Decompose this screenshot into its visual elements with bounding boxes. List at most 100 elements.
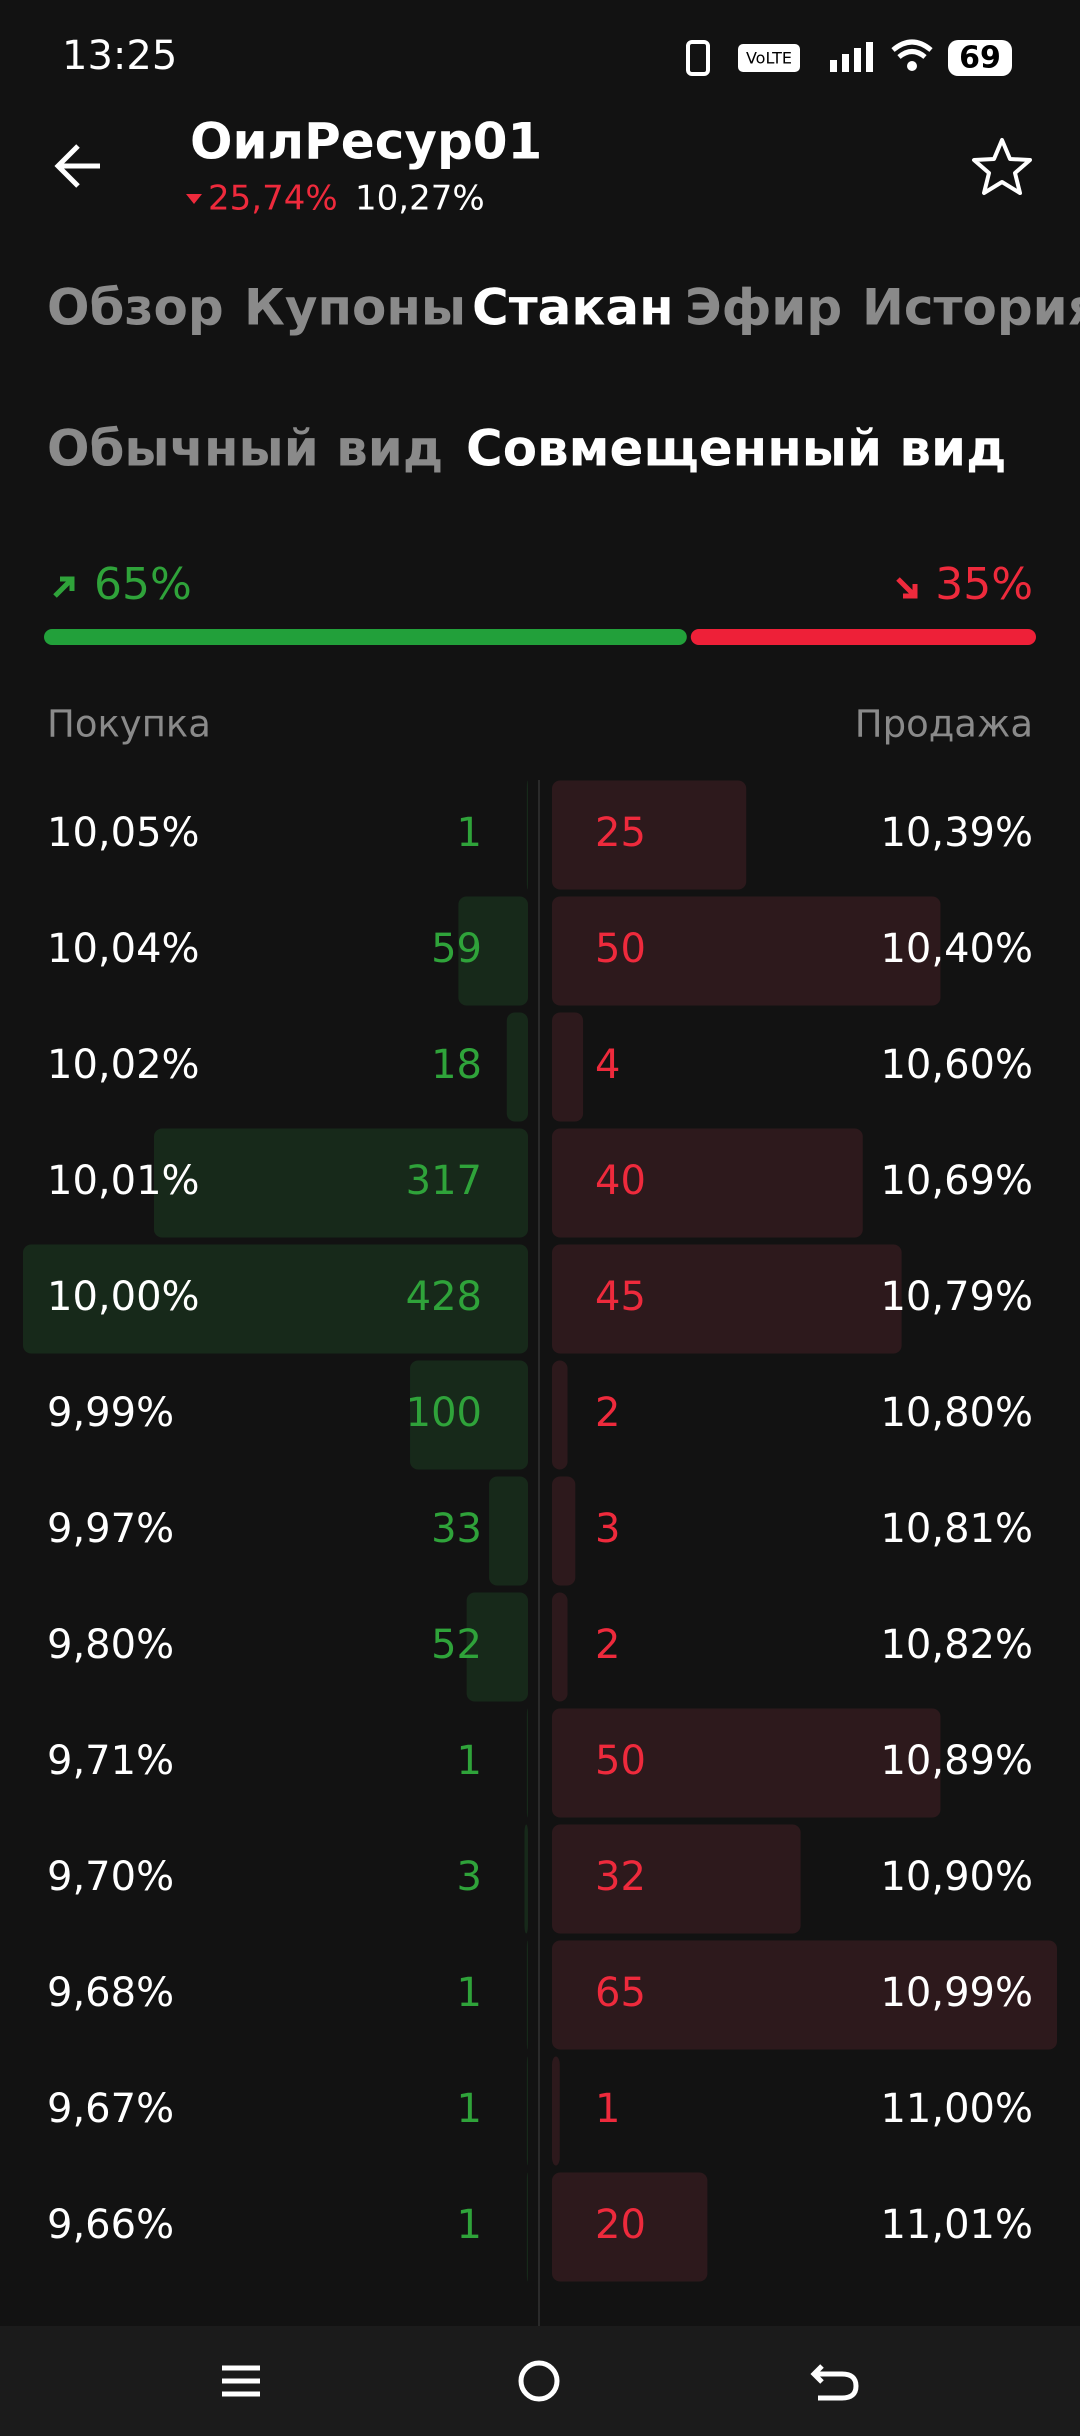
buy-volume-bar bbox=[466, 1592, 528, 1702]
nav-bar bbox=[0, 2326, 1080, 2436]
sell-price[interactable]: 10,89% bbox=[880, 1738, 1033, 1784]
sell-volume-bar bbox=[552, 2056, 560, 2166]
sell-price[interactable]: 10,69% bbox=[880, 1158, 1033, 1204]
favorite-button[interactable] bbox=[972, 138, 1032, 195]
nav-menu[interactable] bbox=[222, 2365, 260, 2397]
buy-volume-bar bbox=[506, 1012, 528, 1122]
sell-price[interactable]: 11,01% bbox=[880, 2202, 1033, 2248]
nav-home[interactable] bbox=[518, 2360, 560, 2402]
buy-qty: 1 bbox=[457, 1738, 482, 1784]
yield: 10,27% bbox=[355, 179, 485, 219]
sell-price[interactable]: 10,60% bbox=[880, 1042, 1033, 1088]
sell-volume-bar bbox=[552, 1012, 584, 1122]
instrument-title: ОилРесур01 bbox=[190, 113, 542, 171]
sell-price[interactable]: 11,00% bbox=[880, 2086, 1033, 2132]
sell-volume-bar bbox=[552, 780, 747, 890]
buy-qty: 33 bbox=[431, 1506, 482, 1552]
buy-qty: 100 bbox=[406, 1390, 482, 1436]
sell-qty: 45 bbox=[595, 1274, 646, 1320]
buy-price[interactable]: 9,71% bbox=[47, 1738, 174, 1784]
buy-price[interactable]: 9,97% bbox=[47, 1506, 174, 1552]
sell-volume-bar bbox=[552, 896, 941, 1006]
buy-price[interactable]: 9,80% bbox=[47, 1622, 174, 1668]
buy-price[interactable]: 10,05% bbox=[47, 810, 200, 856]
sell-price[interactable]: 10,82% bbox=[880, 1622, 1033, 1668]
sell-label: Продажа bbox=[855, 703, 1033, 746]
sell-price[interactable]: 10,40% bbox=[880, 926, 1033, 972]
sell-qty: 4 bbox=[595, 1042, 620, 1088]
sell-price[interactable]: 10,39% bbox=[880, 810, 1033, 856]
buy-price[interactable]: 9,99% bbox=[47, 1390, 174, 1436]
sell-qty: 40 bbox=[595, 1158, 646, 1204]
buy-qty: 3 bbox=[457, 1854, 482, 1900]
buy-volume-bar bbox=[526, 1940, 528, 2050]
buy-qty: 317 bbox=[406, 1158, 482, 1204]
status-icons: VoLTE bbox=[686, 39, 1012, 76]
tab[interactable]: История bbox=[862, 279, 1080, 337]
back-button[interactable] bbox=[54, 144, 100, 188]
buy-volume-bar bbox=[458, 896, 528, 1006]
buy-price[interactable]: 9,70% bbox=[47, 1854, 174, 1900]
down-arrow bbox=[896, 577, 918, 599]
buy-qty: 428 bbox=[406, 1274, 482, 1320]
buy-price[interactable]: 10,02% bbox=[47, 1042, 200, 1088]
battery-level: 69 bbox=[959, 41, 1001, 76]
buy-qty: 1 bbox=[457, 810, 482, 856]
buy-price[interactable]: 9,66% bbox=[47, 2202, 174, 2248]
sell-price[interactable]: 10,80% bbox=[880, 1390, 1033, 1436]
sell-volume-bar bbox=[552, 1824, 801, 1934]
view-tab[interactable]: Обычный вид bbox=[47, 420, 443, 478]
buy-share: 65% bbox=[94, 559, 192, 610]
buy-volume-bar bbox=[526, 1708, 528, 1818]
sell-qty: 50 bbox=[595, 926, 646, 972]
sell-price[interactable]: 10,99% bbox=[880, 1970, 1033, 2016]
sell-qty: 3 bbox=[595, 1506, 620, 1552]
sell-price[interactable]: 10,90% bbox=[880, 1854, 1033, 1900]
sell-volume-bar bbox=[552, 1476, 576, 1586]
sell-qty: 25 bbox=[595, 810, 646, 856]
buy-share-bar bbox=[44, 629, 687, 645]
sell-price[interactable]: 10,81% bbox=[880, 1506, 1033, 1552]
buy-price[interactable]: 10,04% bbox=[47, 926, 200, 972]
sell-price[interactable]: 10,79% bbox=[880, 1274, 1033, 1320]
buy-volume-bar bbox=[410, 1360, 528, 1470]
sell-qty: 2 bbox=[595, 1390, 620, 1436]
buy-qty: 18 bbox=[431, 1042, 482, 1088]
sell-qty: 2 bbox=[595, 1622, 620, 1668]
down-triangle bbox=[186, 194, 202, 204]
price-change: 25,74% bbox=[208, 179, 338, 219]
sell-volume-bar bbox=[552, 1708, 941, 1818]
view-tab-active[interactable]: Совмещенный вид bbox=[466, 420, 1006, 478]
tab-active[interactable]: Стакан bbox=[472, 279, 674, 337]
up-arrow bbox=[53, 576, 75, 598]
sell-volume-bar bbox=[552, 1244, 902, 1354]
sell-qty: 50 bbox=[595, 1738, 646, 1784]
buy-qty: 1 bbox=[457, 1970, 482, 2016]
buy-volume-bar bbox=[153, 1128, 529, 1238]
buy-price[interactable]: 9,67% bbox=[47, 2086, 174, 2132]
status-time: 13:25 bbox=[62, 33, 177, 79]
buy-qty: 59 bbox=[431, 926, 482, 972]
buy-volume-bar bbox=[526, 2056, 528, 2166]
buy-price[interactable]: 9,68% bbox=[47, 1970, 174, 2016]
tab[interactable]: Эфир bbox=[685, 279, 842, 337]
sell-qty: 1 bbox=[595, 2086, 620, 2132]
buy-price[interactable]: 10,00% bbox=[47, 1274, 200, 1320]
nav-back[interactable] bbox=[810, 2364, 859, 2401]
sell-volume-bar bbox=[552, 1128, 863, 1238]
buy-price[interactable]: 10,01% bbox=[47, 1158, 200, 1204]
svg-text:VoLTE: VoLTE bbox=[746, 49, 792, 68]
sell-volume-bar bbox=[552, 1940, 1057, 2050]
buy-qty: 1 bbox=[457, 2086, 482, 2132]
buy-qty: 1 bbox=[457, 2202, 482, 2248]
sell-qty: 65 bbox=[595, 1970, 646, 2016]
sell-share-bar bbox=[690, 629, 1036, 645]
tab[interactable]: Обзор bbox=[47, 279, 224, 337]
sell-volume-bar bbox=[552, 2172, 708, 2282]
buy-volume-bar bbox=[23, 1244, 528, 1354]
sell-volume-bar bbox=[552, 1360, 568, 1470]
buy-label: Покупка bbox=[47, 703, 211, 746]
sell-qty: 32 bbox=[595, 1854, 646, 1900]
tab[interactable]: Купоны bbox=[244, 279, 466, 337]
